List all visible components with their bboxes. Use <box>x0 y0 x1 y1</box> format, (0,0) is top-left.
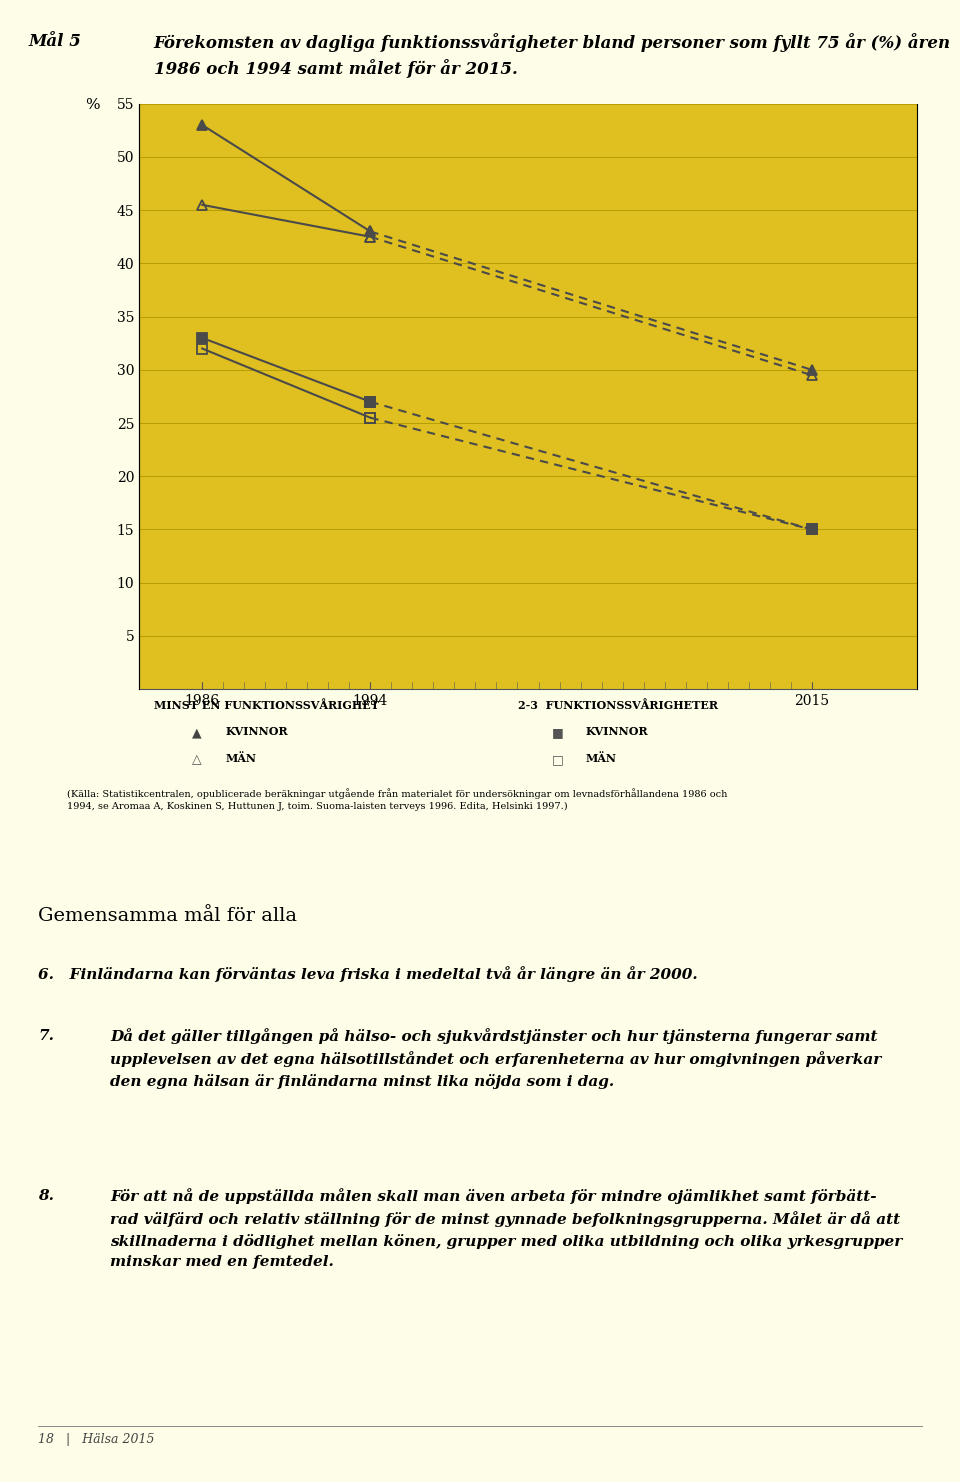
Text: KVINNOR: KVINNOR <box>586 726 648 737</box>
Text: 7.: 7. <box>38 1029 55 1042</box>
Text: ▲: ▲ <box>192 726 202 740</box>
Text: Gemensamma mål för alla: Gemensamma mål för alla <box>38 907 298 925</box>
Text: MÄN: MÄN <box>226 753 256 763</box>
Text: Förekomsten av dagliga funktionssvårigheter bland personer som fyllt 75 år (%) å: Förekomsten av dagliga funktionssvårighe… <box>154 33 950 52</box>
Text: △: △ <box>192 753 202 766</box>
Text: MÄN: MÄN <box>586 753 616 763</box>
Text: Då det gäller tillgången på hälso- och sjukvårdstjänster och hur tjänsterna fung: Då det gäller tillgången på hälso- och s… <box>110 1029 881 1089</box>
Text: 6.   Finländarna kan förväntas leva friska i medeltal två år längre än år 2000.: 6. Finländarna kan förväntas leva friska… <box>38 966 698 983</box>
Text: För att nå de uppställda målen skall man även arbeta för mindre ojämlikhet samt : För att nå de uppställda målen skall man… <box>110 1189 902 1269</box>
Text: 2-3  FUNKTIONSSVÅRIGHETER: 2-3 FUNKTIONSSVÅRIGHETER <box>518 700 718 710</box>
Text: 1986 och 1994 samt målet för år 2015.: 1986 och 1994 samt målet för år 2015. <box>154 59 517 79</box>
Text: □: □ <box>552 753 564 766</box>
Text: MINST EN FUNKTIONSSVÅRIGHET: MINST EN FUNKTIONSSVÅRIGHET <box>154 700 378 710</box>
Text: %: % <box>84 98 100 111</box>
Text: 8.: 8. <box>38 1189 55 1202</box>
Text: ■: ■ <box>552 726 564 740</box>
Text: Mål 5: Mål 5 <box>29 33 82 49</box>
Text: KVINNOR: KVINNOR <box>226 726 288 737</box>
Text: (Källa: Statistikcentralen, opublicerade beräkningar utgående från materialet fö: (Källa: Statistikcentralen, opublicerade… <box>67 788 728 811</box>
Text: 18   |   Hälsa 2015: 18 | Hälsa 2015 <box>38 1433 155 1446</box>
